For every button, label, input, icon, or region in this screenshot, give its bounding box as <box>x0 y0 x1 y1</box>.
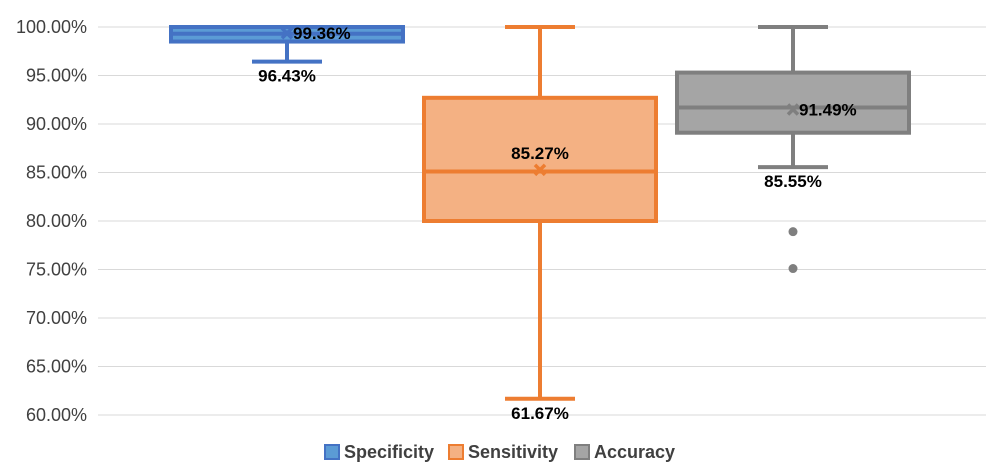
specificity-min-label: 96.43% <box>258 67 316 86</box>
specificity-legend-label: Specificity <box>344 442 434 462</box>
y-tick-label: 80.00% <box>26 211 87 231</box>
accuracy-mean-label: 91.49% <box>799 101 857 120</box>
y-tick-label: 75.00% <box>26 260 87 280</box>
accuracy-min-label: 85.55% <box>764 172 822 191</box>
y-tick-label: 60.00% <box>26 405 87 425</box>
accuracy-legend-label: Accuracy <box>594 442 675 462</box>
sensitivity-legend-label: Sensitivity <box>468 442 558 462</box>
sensitivity-box <box>422 95 658 223</box>
sensitivity-min-label: 61.67% <box>511 404 569 423</box>
accuracy-outlier <box>788 264 798 274</box>
y-tick-label: 95.00% <box>26 66 87 86</box>
y-tick-label: 100.00% <box>16 17 87 37</box>
accuracy-mean-marker <box>786 103 800 116</box>
specificity-mean-marker <box>280 26 294 40</box>
accuracy-legend-swatch <box>574 444 590 460</box>
sensitivity-mean-label: 85.27% <box>511 144 569 163</box>
accuracy-box <box>675 70 911 135</box>
y-tick-label: 85.00% <box>26 163 87 183</box>
accuracy-outlier <box>788 227 798 237</box>
y-tick-label: 90.00% <box>26 114 87 134</box>
sensitivity-legend-swatch <box>448 444 464 460</box>
y-tick-label: 65.00% <box>26 357 87 377</box>
sensitivity-mean-marker <box>533 163 547 177</box>
y-tick-label: 70.00% <box>26 308 87 328</box>
specificity-mean-label: 99.36% <box>293 24 351 43</box>
specificity-legend-swatch <box>324 444 340 460</box>
